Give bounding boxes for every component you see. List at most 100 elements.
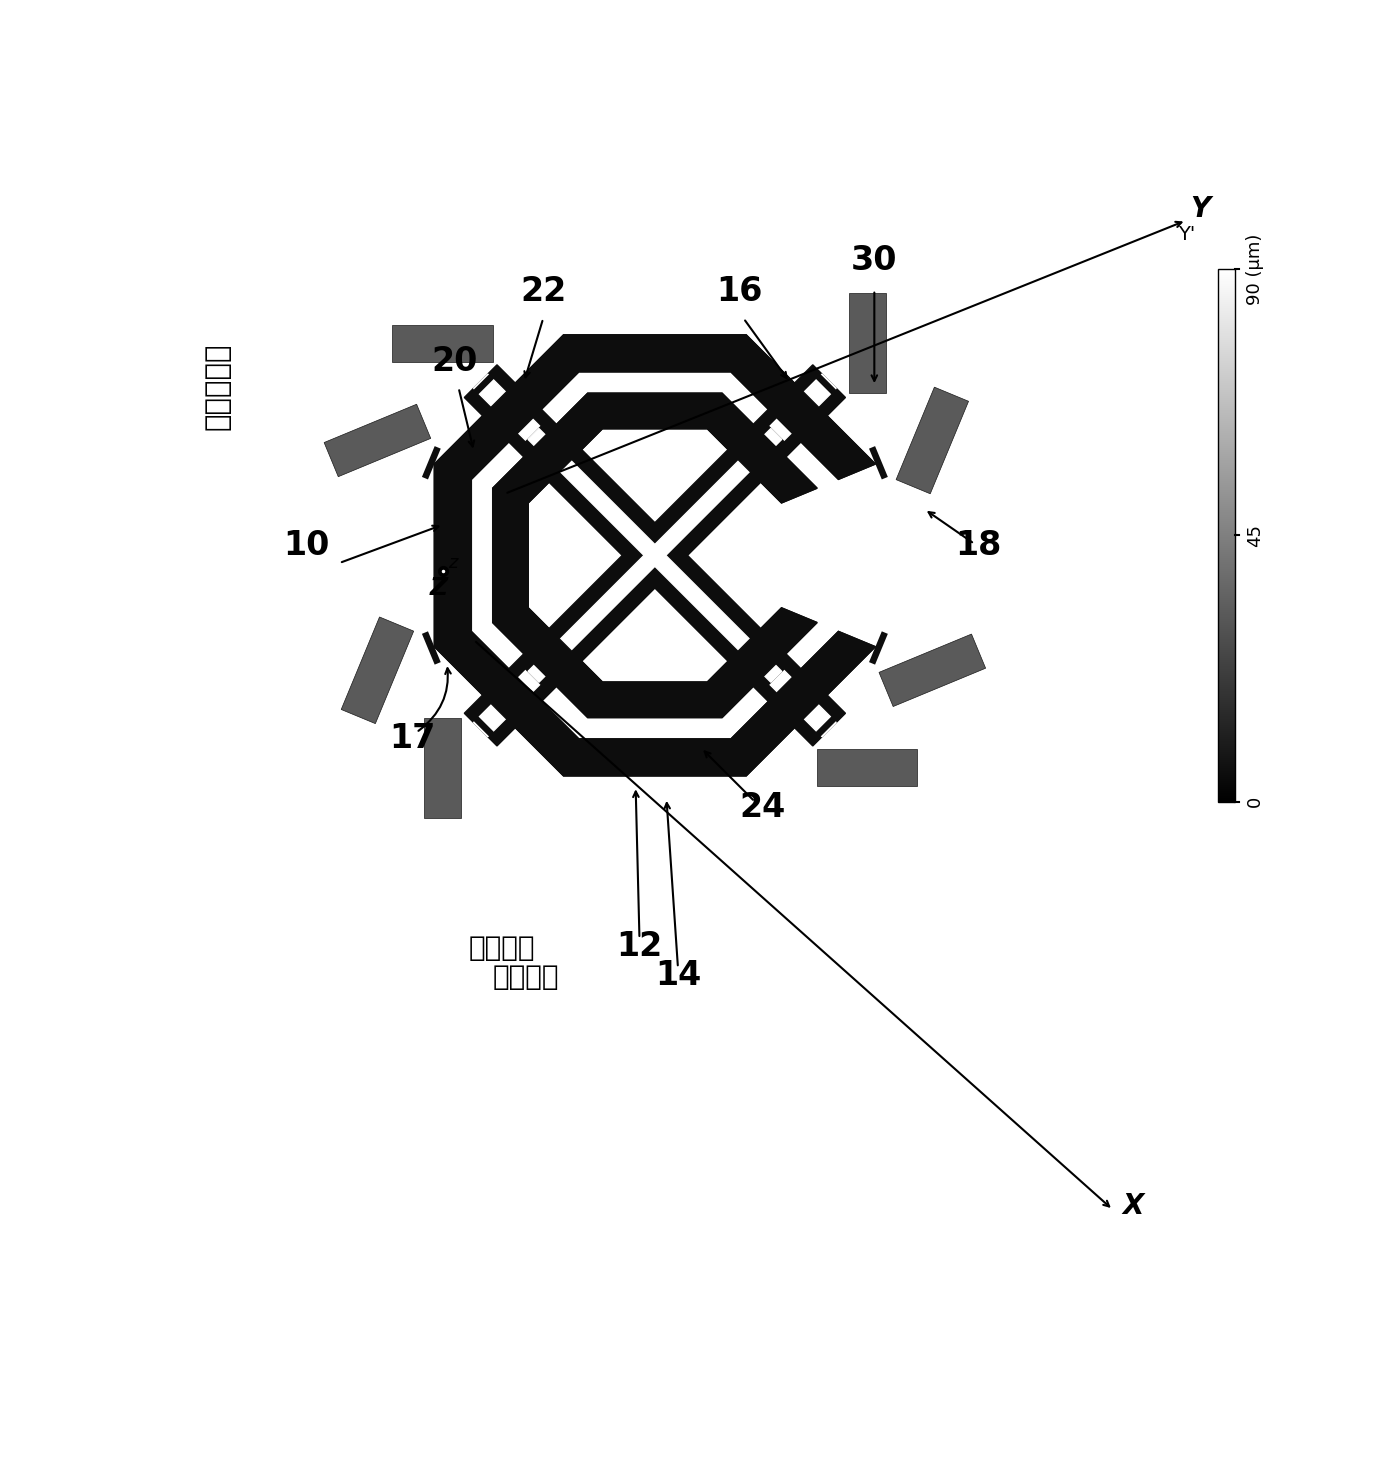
Text: 18: 18: [955, 530, 1001, 562]
Bar: [1218, 548, 1235, 551]
Bar: [1218, 312, 1235, 315]
Bar: [1218, 787, 1235, 789]
Bar: [1218, 764, 1235, 766]
Polygon shape: [896, 387, 969, 494]
Bar: [1218, 321, 1235, 324]
Bar: [1218, 556, 1235, 558]
Text: 10: 10: [284, 530, 330, 562]
Bar: [1218, 454, 1235, 456]
Bar: [1218, 781, 1235, 784]
Bar: [1218, 315, 1235, 316]
Bar: [1218, 481, 1235, 484]
Bar: [1218, 381, 1235, 383]
Bar: [1218, 294, 1235, 295]
Bar: [1218, 485, 1235, 487]
Bar: [1218, 352, 1235, 355]
Bar: [1218, 635, 1235, 637]
Bar: [1218, 657, 1235, 660]
Polygon shape: [528, 429, 782, 683]
Bar: [1218, 279, 1235, 282]
Bar: [1218, 758, 1235, 760]
Bar: [1218, 775, 1235, 776]
Bar: [1218, 389, 1235, 392]
Text: 次级线图: 次级线图: [493, 963, 558, 991]
Bar: [1218, 301, 1235, 304]
Bar: [1218, 270, 1235, 273]
Bar: [1218, 769, 1235, 770]
Bar: [1218, 651, 1235, 654]
Bar: [1218, 554, 1235, 556]
Bar: [1218, 760, 1235, 763]
Bar: [1218, 751, 1235, 754]
Bar: [1218, 469, 1235, 470]
Bar: [1218, 288, 1235, 289]
Bar: [1218, 697, 1235, 700]
Bar: [1218, 579, 1235, 582]
Bar: [1218, 502, 1235, 505]
Bar: [1218, 398, 1235, 401]
Polygon shape: [528, 429, 782, 683]
Bar: [1218, 300, 1235, 303]
Bar: [1218, 451, 1235, 454]
Bar: [1218, 337, 1235, 340]
Text: 16: 16: [717, 275, 763, 309]
Bar: [1218, 289, 1235, 292]
Bar: [1218, 490, 1235, 491]
Bar: [1218, 479, 1235, 481]
Bar: [1218, 332, 1235, 335]
Bar: [1218, 362, 1235, 365]
Bar: [1218, 552, 1235, 554]
Bar: [1218, 546, 1235, 548]
Text: 90 (μm): 90 (μm): [1246, 233, 1264, 304]
Bar: [1218, 674, 1235, 677]
Bar: [1218, 748, 1235, 749]
Bar: [1218, 681, 1235, 683]
Bar: [1218, 356, 1235, 359]
Bar: [1218, 620, 1235, 623]
Bar: [1218, 506, 1235, 509]
Bar: [1218, 444, 1235, 445]
Bar: [1218, 559, 1235, 562]
Bar: [1218, 717, 1235, 718]
Bar: [1218, 672, 1235, 675]
Bar: [1218, 743, 1235, 745]
Bar: [1218, 340, 1235, 341]
Bar: [1218, 433, 1235, 435]
Bar: [1218, 588, 1235, 589]
Bar: [1218, 435, 1235, 438]
Bar: [1218, 404, 1235, 407]
Bar: [1218, 291, 1235, 294]
Bar: [1218, 283, 1235, 285]
Bar: [1218, 510, 1235, 512]
Bar: [1218, 797, 1235, 800]
Bar: [1218, 522, 1235, 525]
Bar: [1218, 424, 1235, 427]
Bar: [1218, 782, 1235, 785]
Bar: [1218, 795, 1235, 797]
Bar: [1218, 450, 1235, 453]
Bar: [1218, 789, 1235, 791]
Bar: [1218, 331, 1235, 334]
Bar: [1218, 653, 1235, 656]
Bar: [1218, 614, 1235, 616]
Bar: [1218, 438, 1235, 439]
Bar: [1218, 632, 1235, 635]
Bar: [1218, 534, 1235, 537]
Bar: [1218, 420, 1235, 423]
Bar: [1218, 718, 1235, 721]
Text: 22: 22: [521, 275, 567, 309]
Bar: [1218, 800, 1235, 801]
Bar: [1218, 521, 1235, 522]
Bar: [1218, 353, 1235, 356]
Text: 30: 30: [851, 245, 898, 278]
Bar: [1218, 341, 1235, 344]
Bar: [1218, 386, 1235, 387]
Bar: [1218, 441, 1235, 444]
Polygon shape: [434, 335, 876, 776]
Bar: [1218, 448, 1235, 450]
Bar: [1218, 466, 1235, 469]
Polygon shape: [341, 617, 413, 724]
Bar: [1218, 601, 1235, 604]
Bar: [1218, 392, 1235, 393]
Bar: [1218, 650, 1235, 651]
